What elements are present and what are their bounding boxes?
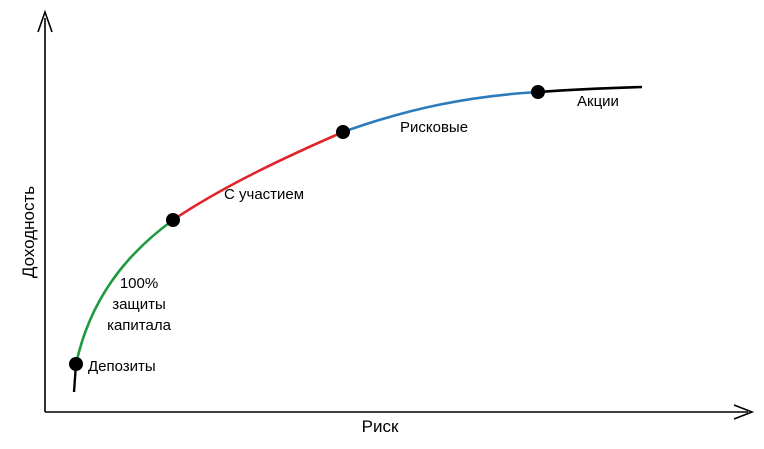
curve-segment-stocks [537, 85, 643, 94]
label-risky: Рисковые [400, 119, 468, 136]
label-participation: С участием [224, 186, 304, 203]
y-axis-title: Доходность [19, 186, 38, 278]
point-participation [336, 125, 350, 139]
curve-segment-capital-protection [74, 218, 174, 365]
curve-segment-risky [342, 90, 539, 134]
label-capital-protection-line-2: защиты [112, 296, 166, 313]
label-stocks: Акции [577, 93, 619, 110]
point-deposits [69, 357, 83, 371]
x-axis-arrowhead [733, 404, 755, 420]
y-axis-arrowhead [37, 9, 53, 33]
label-capital-protection-line-3: капитала [107, 317, 172, 334]
point-stocks [531, 85, 545, 99]
x-axis-title: Риск [362, 417, 399, 436]
label-capital-protection-line-1: 100% [120, 275, 158, 292]
label-deposits: Депозиты [88, 358, 156, 375]
curve-segment-participation [172, 130, 344, 222]
point-capital-protection [166, 213, 180, 227]
